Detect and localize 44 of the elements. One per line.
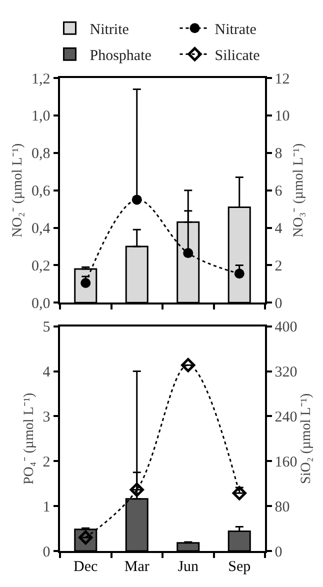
y-tick-label: 0,0 [32,296,50,312]
point [234,268,244,279]
y2-tick-label: 6 [274,184,283,200]
x-tick-label: Dec [74,558,98,575]
y2-axis-title: NO₃⁻ (µmol L⁻¹) [292,142,307,238]
y2-tick-label: 320 [274,364,298,381]
y-tick-label: 0,2 [32,258,50,274]
point [183,248,194,258]
y-tick-label: 1,2 [32,71,50,88]
point [232,486,246,500]
y-tick-label: 2 [42,454,50,470]
y2-tick-label: 80 [274,499,290,516]
y2-tick-label: 4 [274,221,283,238]
y2-tick-label: 160 [274,454,298,470]
y-tick-label: 0,6 [32,184,51,200]
x-tick-label: Sep [228,558,251,575]
y2-axis-title: SiO₂ (µmol L⁻¹) [299,393,314,484]
legend-label: Nitrite [90,22,130,38]
y-tick-label: 5 [42,320,50,336]
y-tick-label: 0,8 [32,146,50,162]
y-axis-title: PO₄⁻ (µmol L⁻¹) [22,392,37,485]
legend-label: Nitrate [214,22,257,38]
y2-tick-label: 10 [274,108,290,125]
y-tick-label: 1 [42,499,50,516]
y2-tick-label: 400 [274,320,298,336]
y2-tick-label: 240 [274,409,298,426]
y-tick-label: 1,0 [32,108,50,125]
point [181,358,196,372]
y2-tick-label: 12 [274,71,290,88]
legend-label: Phosphate [90,48,152,64]
y-tick-label: 3 [42,409,50,426]
y2-tick-label: 0 [274,296,282,312]
y-axis-title: NO₂⁻ (µmol L⁻¹) [10,142,26,238]
y2-tick-label: 8 [274,146,282,162]
point [130,482,144,497]
y2-tick-label: 0 [274,544,282,560]
y-tick-label: 0,4 [32,221,51,238]
x-tick-label: Jun [178,558,200,575]
x-tick-label: Mar [124,558,150,575]
point [132,194,142,205]
legend-label: Silicate [214,48,260,64]
y-tick-label: 4 [42,364,51,381]
y-tick-label: 0 [42,544,50,560]
y2-tick-label: 2 [274,258,282,274]
